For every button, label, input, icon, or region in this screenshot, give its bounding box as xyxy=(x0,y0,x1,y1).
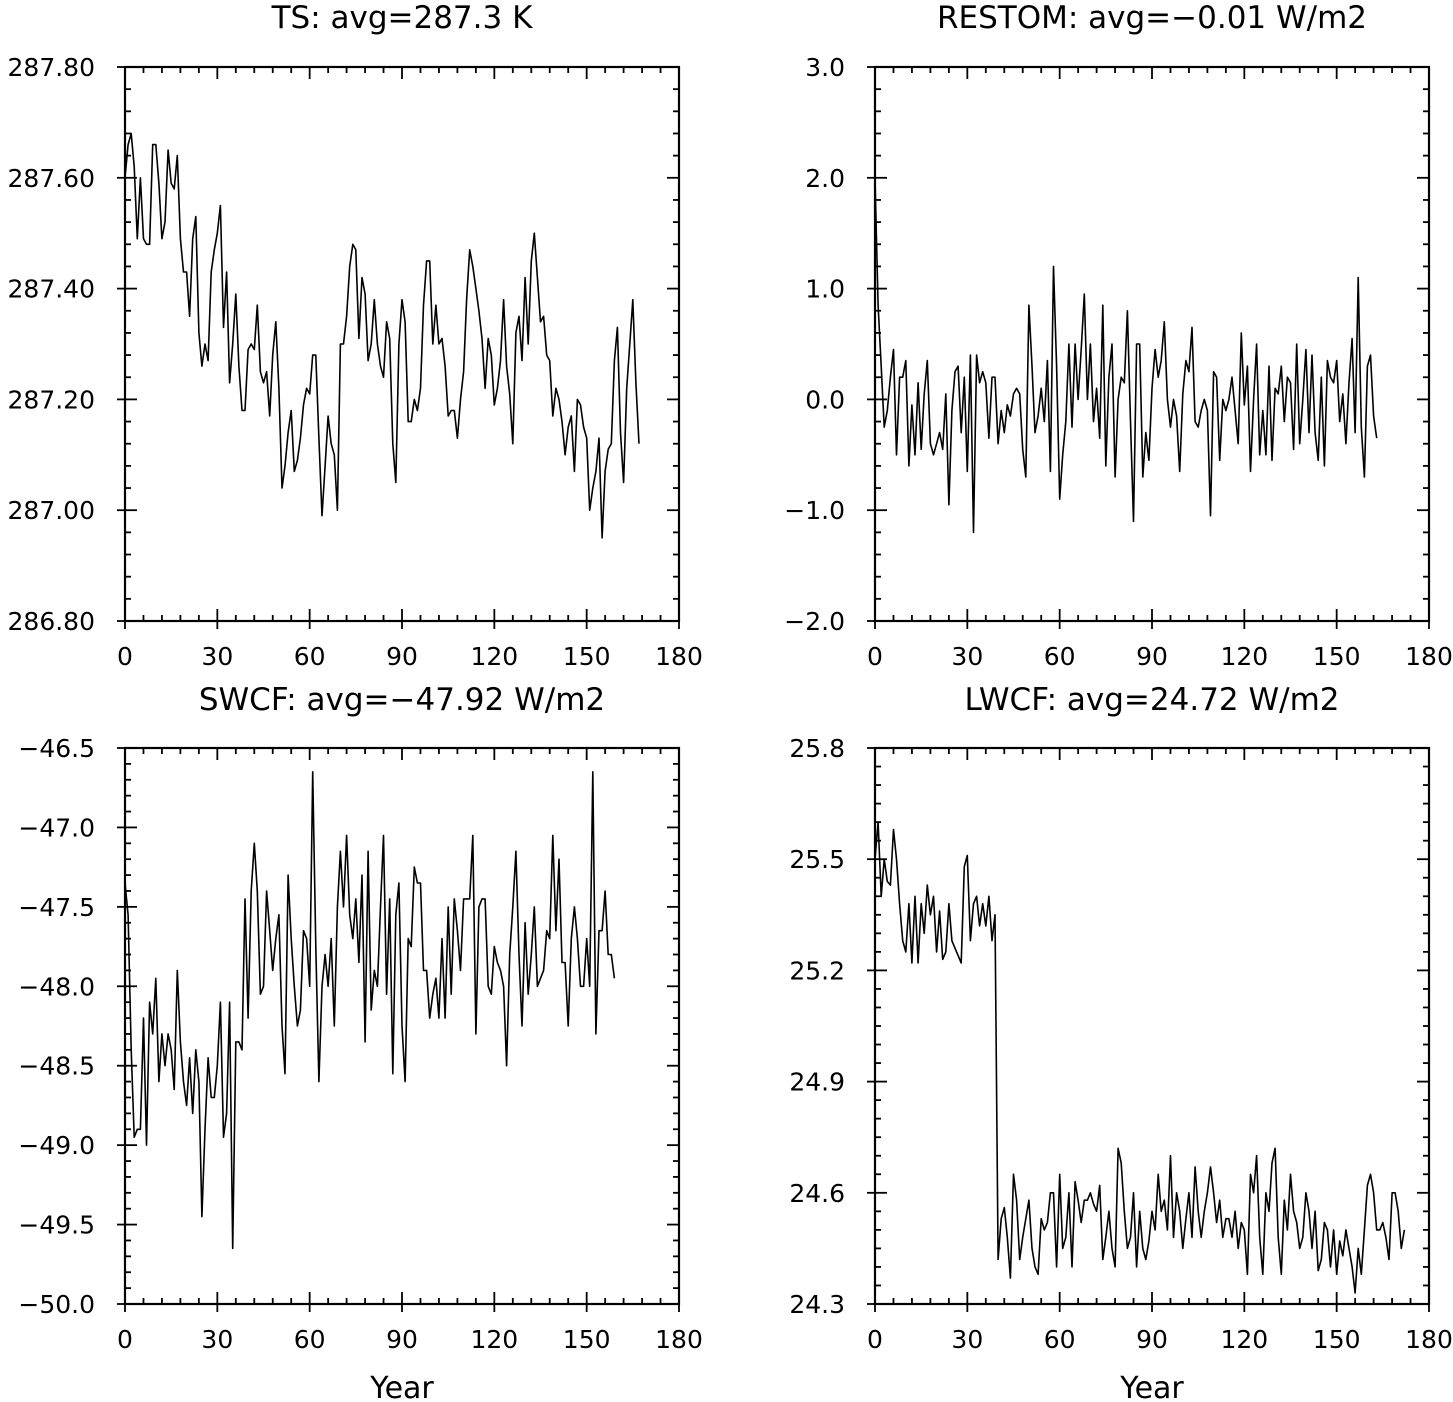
x-tick-label: 90 xyxy=(386,642,418,671)
x-tick-label: 180 xyxy=(1405,1325,1453,1354)
x-tick-label: 90 xyxy=(1136,642,1168,671)
series-line xyxy=(124,770,616,1250)
y-tick-label: 2.0 xyxy=(805,164,845,193)
chart-title: LWCF: avg=24.72 W/m2 xyxy=(964,682,1339,718)
y-tick-label: −48.0 xyxy=(18,972,95,1001)
y-tick-label: 287.20 xyxy=(8,385,95,414)
chart-panel-4: LWCF: avg=24.72 W/m2 0 30 60 90 120 150 180 24.3… xyxy=(789,682,1453,1402)
y-tick-label: −47.0 xyxy=(18,813,95,842)
y-tick-label: 25.5 xyxy=(789,845,845,874)
y-tick-label: −1.0 xyxy=(784,496,845,525)
series-line xyxy=(124,132,640,539)
y-tick-label: 287.40 xyxy=(8,275,95,304)
x-tick-label: 30 xyxy=(951,642,983,671)
x-tick-label: 0 xyxy=(867,1325,883,1354)
y-tick-label: 1.0 xyxy=(805,275,845,304)
y-tick-label: 3.0 xyxy=(805,53,845,82)
x-tick-label: 0 xyxy=(117,642,133,671)
x-tick-label: 150 xyxy=(563,1325,611,1354)
plot-frame xyxy=(873,746,1431,1306)
x-tick-label: 120 xyxy=(470,1325,518,1354)
x-tick-label: 30 xyxy=(201,1325,233,1354)
y-tick-label: −49.5 xyxy=(18,1211,95,1240)
y-tick-label: −48.5 xyxy=(18,1052,95,1081)
y-tick-label: 24.6 xyxy=(789,1179,845,1208)
x-tick-label: 180 xyxy=(655,1325,703,1354)
x-tick-label: 120 xyxy=(1220,642,1268,671)
chart-title: SWCF: avg=−47.92 W/m2 xyxy=(199,682,605,718)
x-tick-label: 120 xyxy=(1220,1325,1268,1354)
y-tick-label: 287.80 xyxy=(8,53,95,82)
series-line xyxy=(874,821,1406,1294)
x-tick-label: 0 xyxy=(867,642,883,671)
y-tick-label: −46.5 xyxy=(18,734,95,763)
y-tick-label: 24.3 xyxy=(789,1290,845,1319)
x-tick-label: 180 xyxy=(1405,642,1453,671)
x-tick-label: 30 xyxy=(951,1325,983,1354)
y-tick-label: 25.8 xyxy=(789,734,845,763)
y-tick-label: 287.60 xyxy=(8,164,95,193)
plot-frame xyxy=(873,65,1431,623)
x-tick-label: 90 xyxy=(386,1325,418,1354)
x-tick-label: 120 xyxy=(470,642,518,671)
x-tick-label: 60 xyxy=(294,1325,326,1354)
y-tick-label: −50.0 xyxy=(18,1290,95,1319)
chart-title: RESTOM: avg=−0.01 W/m2 xyxy=(937,0,1367,36)
y-tick-label: −47.5 xyxy=(18,893,95,922)
x-tick-label: 150 xyxy=(1313,1325,1361,1354)
y-tick-label: 25.2 xyxy=(789,956,845,985)
chart-panel-1: TS: avg=287.3 K 0 30 60 90 120 150 180 286.80 287… xyxy=(8,0,703,671)
x-tick-label: 150 xyxy=(1313,642,1361,671)
x-tick-label: 150 xyxy=(563,642,611,671)
x-axis-label: Year xyxy=(369,1371,434,1402)
y-tick-label: 0.0 xyxy=(805,385,845,414)
x-tick-label: 60 xyxy=(294,642,326,671)
x-tick-label: 0 xyxy=(117,1325,133,1354)
y-tick-label: 24.9 xyxy=(789,1068,845,1097)
x-tick-label: 60 xyxy=(1044,642,1076,671)
x-tick-label: 60 xyxy=(1044,1325,1076,1354)
x-tick-label: 30 xyxy=(201,642,233,671)
y-tick-label: 286.80 xyxy=(8,607,95,636)
chart-panel-3: SWCF: avg=−47.92 W/m2 0 30 60 90 120 150 180 −50… xyxy=(18,682,702,1402)
x-axis-label: Year xyxy=(1119,1371,1184,1402)
x-tick-label: 180 xyxy=(655,642,703,671)
x-tick-label: 90 xyxy=(1136,1325,1168,1354)
chart-panel-2: RESTOM: avg=−0.01 W/m2 0 30 60 90 120 150 180 −2… xyxy=(784,0,1453,671)
y-tick-label: −49.0 xyxy=(18,1131,95,1160)
chart-title: TS: avg=287.3 K xyxy=(271,0,534,36)
series-line xyxy=(874,177,1378,534)
y-tick-label: 287.00 xyxy=(8,496,95,525)
y-tick-label: −2.0 xyxy=(784,607,845,636)
